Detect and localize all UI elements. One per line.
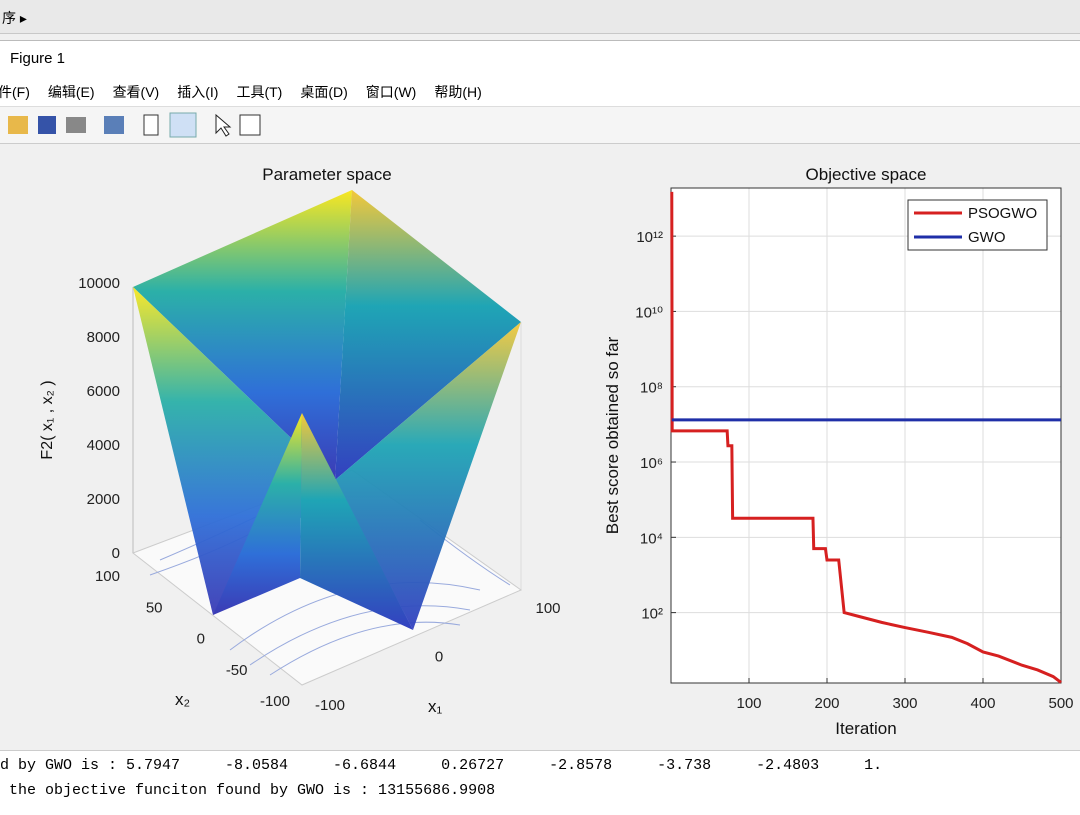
plot-layer: Parameter space0200040006000800010000100… bbox=[39, 165, 1074, 738]
legend-label: GWO bbox=[968, 229, 1006, 246]
surface-face bbox=[133, 190, 352, 480]
z-tick-label: 0 bbox=[112, 545, 120, 562]
x2-tick-label: -50 bbox=[226, 662, 248, 679]
menu-item[interactable]: 窗口(W) bbox=[365, 84, 417, 100]
x1-axis-label: x₁ bbox=[428, 697, 443, 716]
legend: PSOGWO GWO bbox=[907, 199, 1048, 251]
x-axis-label: Iteration bbox=[835, 719, 896, 738]
x-tick-label: 300 bbox=[892, 695, 917, 712]
open-icon[interactable] bbox=[8, 116, 28, 134]
print-icon[interactable] bbox=[66, 117, 86, 133]
menu-item[interactable]: 编辑(E) bbox=[47, 84, 95, 100]
z-tick-label: 2000 bbox=[87, 491, 120, 508]
x-tick-label: 100 bbox=[736, 695, 761, 712]
y-tick-label: 10² bbox=[641, 606, 663, 623]
z-tick-label: 6000 bbox=[87, 383, 120, 400]
colorbar-icon[interactable] bbox=[143, 114, 159, 136]
menu-item[interactable]: 帮助(H) bbox=[434, 84, 482, 100]
x1-tick-label: -100 bbox=[315, 697, 345, 714]
title-bar: Figure 1 bbox=[0, 40, 1080, 76]
window-title: Figure 1 bbox=[10, 50, 66, 67]
chart-title: Objective space bbox=[806, 165, 927, 184]
series-line bbox=[670, 191, 1062, 684]
x2-tick-label: 0 bbox=[197, 631, 205, 648]
x2-tick-label: 100 bbox=[95, 568, 120, 585]
menu-item[interactable]: 件(F) bbox=[0, 84, 30, 100]
surface-face bbox=[300, 413, 413, 630]
surface-plot bbox=[131, 190, 523, 686]
legend-box bbox=[907, 199, 1048, 251]
toolbar bbox=[0, 106, 1080, 144]
console-line: d by GWO is : 5.7947 -8.0584 -6.6844 0.2… bbox=[0, 757, 883, 774]
x-tick-label: 500 bbox=[1048, 695, 1073, 712]
surface-face bbox=[335, 322, 521, 630]
breadcrumb-bar: 序 ▸ bbox=[0, 0, 1080, 34]
surface-face bbox=[213, 413, 302, 615]
toolbar-icons bbox=[8, 112, 261, 138]
plot-frame bbox=[670, 187, 1062, 684]
z-tick-label: 4000 bbox=[87, 437, 120, 454]
x2-axis-label: x₂ bbox=[175, 690, 190, 709]
legend-icon[interactable] bbox=[169, 112, 197, 138]
z-tick-label: 8000 bbox=[87, 329, 120, 346]
chart-title: Parameter space bbox=[262, 165, 391, 184]
z-axis-label: F2( x₁ , x₂ ) bbox=[39, 380, 56, 459]
figure-canvas: Parameter space0200040006000800010000100… bbox=[39, 165, 1074, 738]
menu-item[interactable]: 工具(T) bbox=[236, 84, 283, 100]
y-tick-label: 10⁴ bbox=[640, 530, 663, 547]
y-tick-label: 10⁶ bbox=[640, 455, 663, 472]
y-axis-label: Best score obtained so far bbox=[603, 336, 622, 534]
menu-item[interactable]: 桌面(D) bbox=[300, 84, 348, 100]
console-line: the objective funciton found by GWO is :… bbox=[0, 782, 496, 799]
surface-face bbox=[335, 190, 521, 480]
menu-item[interactable]: 插入(I) bbox=[177, 84, 219, 100]
panel-icon[interactable] bbox=[239, 114, 261, 136]
menu-item[interactable]: 查看(V) bbox=[112, 84, 160, 100]
x1-tick-label: 0 bbox=[435, 649, 443, 666]
breadcrumb[interactable]: 序 bbox=[2, 10, 16, 26]
x-tick-label: 400 bbox=[970, 695, 995, 712]
y-tick-label: 10¹⁰ bbox=[635, 304, 663, 321]
command-window: d by GWO is : 5.7947 -8.0584 -6.6844 0.2… bbox=[0, 750, 1080, 815]
y-tick-label: 10¹² bbox=[636, 229, 663, 246]
x2-tick-label: 50 bbox=[146, 599, 163, 616]
pointer-icon[interactable] bbox=[215, 113, 232, 137]
x2-tick-label: -100 bbox=[260, 693, 290, 710]
menu-bar: 件(F) 编辑(E) 查看(V) 插入(I) 工具(T) 桌面(D) 窗口(W) 帮助(H) bbox=[0, 76, 1080, 106]
link-icon[interactable] bbox=[104, 116, 124, 134]
save-icon[interactable] bbox=[38, 116, 56, 134]
x-tick-label: 200 bbox=[814, 695, 839, 712]
x1-tick-label: 100 bbox=[535, 600, 560, 617]
z-tick-label: 10000 bbox=[78, 275, 120, 292]
y-tick-label: 10⁸ bbox=[640, 380, 663, 397]
legend-label: PSOGWO bbox=[968, 205, 1037, 222]
plot-area bbox=[671, 188, 1061, 683]
